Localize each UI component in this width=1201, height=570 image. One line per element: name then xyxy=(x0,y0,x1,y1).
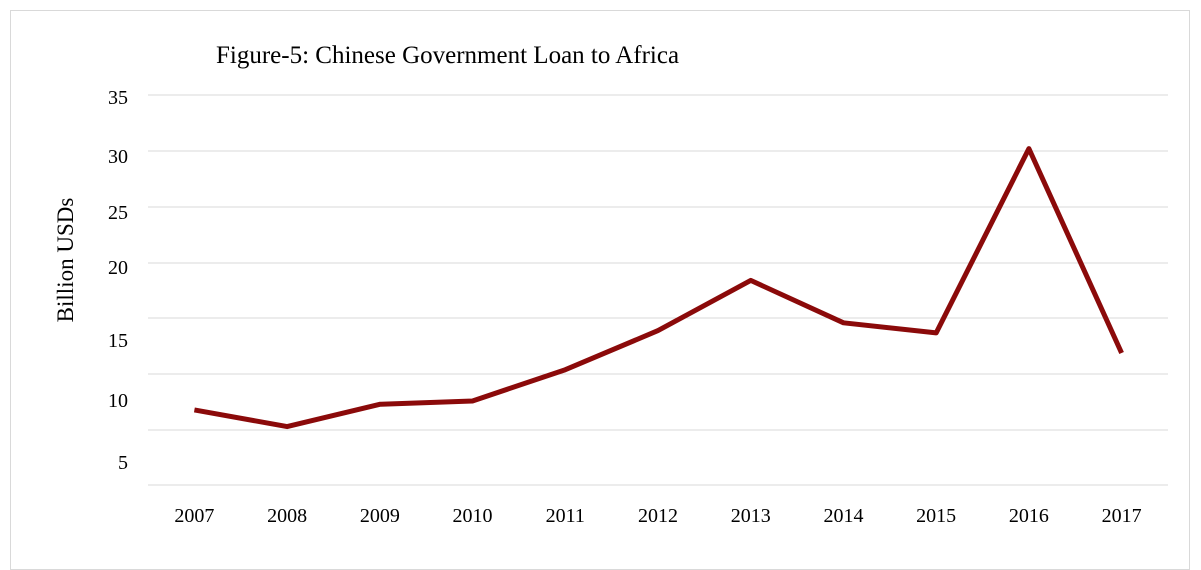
x-tick-label: 2007 xyxy=(174,505,214,527)
data-points xyxy=(194,149,1121,427)
y-tick-label: 10 xyxy=(108,390,128,412)
y-tick-label: 25 xyxy=(108,202,128,224)
x-tick-label: 2010 xyxy=(453,505,493,527)
x-tick-label: 2012 xyxy=(638,505,678,527)
y-tick-label: 30 xyxy=(108,146,128,168)
x-tick-label: 2011 xyxy=(546,505,585,527)
x-tick-label: 2017 xyxy=(1102,505,1142,527)
y-tick-labels: 35 30 25 20 15 10 5 xyxy=(108,87,128,474)
y-tick-label: 20 xyxy=(108,257,128,279)
y-tick-label: 5 xyxy=(118,452,128,474)
y-tick-label: 15 xyxy=(108,330,128,352)
x-tick-label: 2015 xyxy=(916,505,956,527)
x-tick-label: 2016 xyxy=(1009,505,1049,527)
series-line xyxy=(194,149,1121,427)
y-tick-label: 35 xyxy=(108,87,128,109)
x-tick-label: 2009 xyxy=(360,505,400,527)
x-tick-label: 2008 xyxy=(267,505,307,527)
x-tick-label: 2014 xyxy=(823,505,863,527)
gridlines xyxy=(148,95,1168,485)
x-tick-labels: 2007 2008 2009 2010 2011 2012 2013 2014 2015 2016… xyxy=(174,505,1141,527)
x-tick-label: 2013 xyxy=(731,505,771,527)
